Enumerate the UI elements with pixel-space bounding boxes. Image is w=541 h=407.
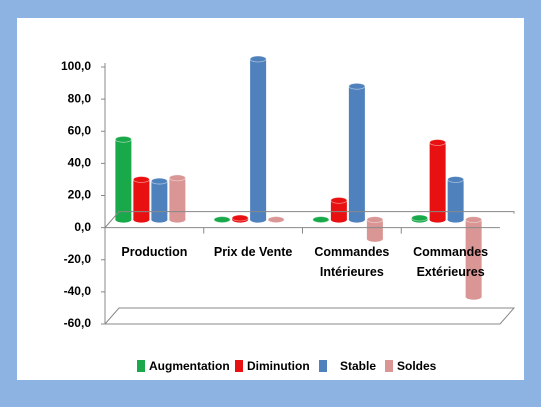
floor <box>103 307 516 325</box>
bar-cap <box>411 214 429 222</box>
bar-cap <box>366 216 384 224</box>
y-tick-label: -20,0 <box>64 252 92 266</box>
bar-base <box>348 216 365 223</box>
bar-cap <box>231 214 249 222</box>
x-tick-label: Commandes Intérieures <box>314 244 390 279</box>
bar <box>169 177 186 220</box>
bar <box>429 142 446 220</box>
bar-cap <box>150 177 168 185</box>
bar-base <box>366 235 383 242</box>
y-tick-label: 60,0 <box>68 123 92 137</box>
bar-base <box>429 216 446 223</box>
legend-label: Soldes <box>397 359 437 373</box>
bar-cap <box>168 174 186 182</box>
bar-base <box>169 216 186 223</box>
y-tick-label: -60,0 <box>64 316 92 330</box>
x-tick-label: Production <box>121 244 188 259</box>
bar-cap <box>249 55 267 63</box>
bar <box>151 181 168 220</box>
legend-label: Stable <box>340 359 376 373</box>
bar <box>133 179 150 220</box>
bar-base <box>465 293 482 300</box>
legend-swatch <box>319 360 327 372</box>
legend-label: Diminution <box>247 359 310 373</box>
x-tick-label: Commandes Extérieures <box>413 244 489 279</box>
bar <box>348 86 365 220</box>
zero-line <box>104 211 515 228</box>
bar-cap <box>114 135 132 143</box>
bar-base <box>115 216 132 223</box>
bar-cap <box>429 139 447 146</box>
y-tick-label: 40,0 <box>68 156 92 170</box>
legend-swatch <box>385 360 393 372</box>
legend-swatch <box>137 360 145 372</box>
bar-base <box>447 216 464 223</box>
bar <box>366 219 383 239</box>
bar-cap <box>348 82 366 90</box>
bar-base <box>250 216 267 223</box>
bar <box>465 219 482 297</box>
bar-base <box>151 216 168 223</box>
bar-cap <box>213 216 231 224</box>
bar-cap <box>465 216 483 224</box>
y-tick-label: -40,0 <box>64 284 92 298</box>
bar-cap <box>447 176 465 183</box>
legend-swatch <box>235 360 243 372</box>
y-tick-label: 100,0 <box>61 59 91 73</box>
bar-base <box>330 216 347 223</box>
bar-cap <box>267 216 285 224</box>
bar-base <box>133 216 150 223</box>
bar-cap <box>330 196 348 204</box>
bar-cap <box>312 216 330 224</box>
legend-label: Augmentation <box>149 359 230 373</box>
bar <box>250 59 267 220</box>
y-tick-label: 20,0 <box>68 188 92 202</box>
bar-cap <box>132 176 150 183</box>
y-tick-label: 0,0 <box>74 220 91 234</box>
x-tick-label: Prix de Vente <box>213 244 293 259</box>
bar <box>447 179 464 220</box>
bar <box>330 200 347 220</box>
y-tick-label: 80,0 <box>68 91 92 105</box>
bar <box>115 139 132 220</box>
